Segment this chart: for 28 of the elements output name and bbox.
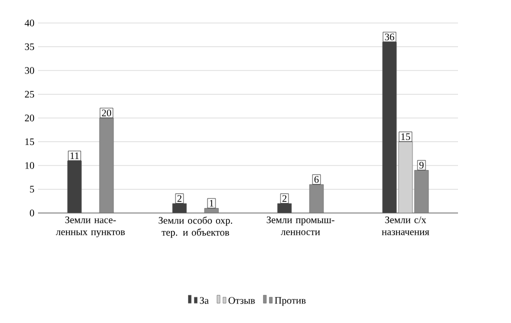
y-tick-label: 35 — [25, 43, 34, 50]
y-tick-label: 20 — [24, 114, 34, 122]
y-tick-label: 0 — [30, 210, 34, 216]
bar — [99, 118, 114, 214]
data-label: 9 — [419, 162, 424, 169]
y-tick-label: 10 — [25, 162, 34, 169]
y-tick-label: 15 — [25, 138, 34, 146]
data-label: 11 — [70, 152, 79, 160]
x-tick-label: Земли промыш-ленности — [266, 216, 334, 236]
y-tick-label: 40 — [24, 20, 34, 26]
data-label: 2 — [282, 195, 286, 202]
data-label: 2 — [177, 195, 182, 202]
data-label: 20 — [102, 110, 112, 116]
x-tick-label: Земли особо охр. тер. и объектов — [158, 216, 232, 238]
x-tick-label: Земли с/х назначения — [382, 216, 430, 236]
bar — [309, 184, 324, 214]
data-label: 36 — [385, 34, 394, 40]
legend-label: За — [200, 297, 209, 304]
bar — [414, 170, 429, 214]
y-tick-label: 5 — [30, 186, 34, 193]
x-tick-label: Земли насе-ленных пунктов — [56, 216, 125, 238]
y-tick-label: 25 — [24, 90, 34, 98]
data-label: 15 — [401, 133, 410, 140]
y-tick-label: 30 — [25, 67, 34, 74]
data-label: 1 — [210, 200, 214, 207]
data-label: 6 — [314, 176, 319, 183]
legend-label: Против — [274, 297, 306, 306]
legend-label: Отзыв — [228, 297, 255, 304]
